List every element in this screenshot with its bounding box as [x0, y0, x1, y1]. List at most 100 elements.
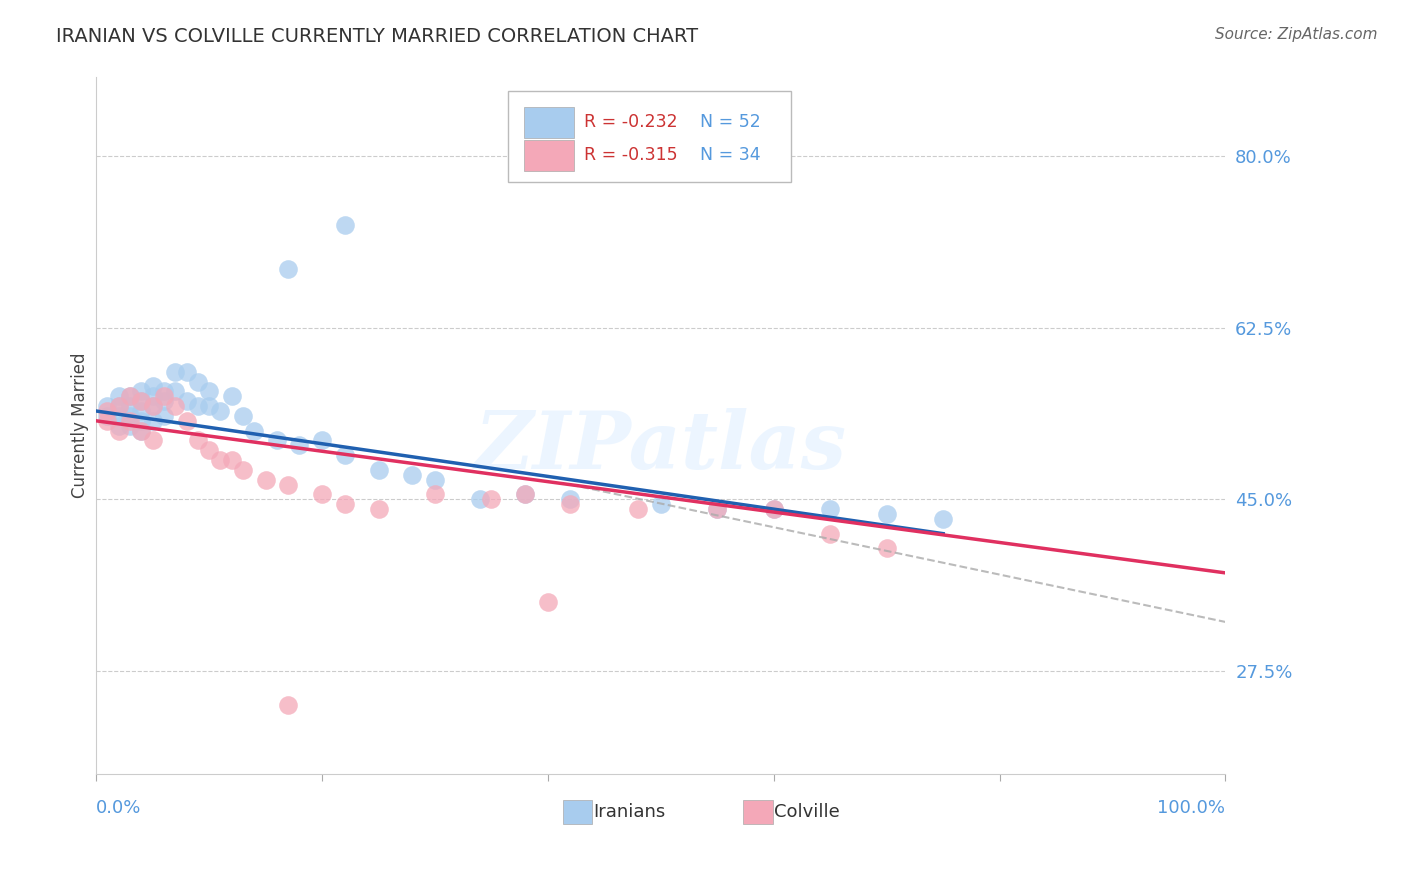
- Point: [131, 414, 153, 428]
- Point: [176, 414, 198, 428]
- Point: [762, 502, 785, 516]
- FancyBboxPatch shape: [744, 800, 773, 824]
- Point: [120, 399, 142, 413]
- Point: [153, 409, 176, 423]
- Point: [131, 424, 153, 438]
- Point: [560, 497, 582, 511]
- Point: [107, 409, 129, 423]
- Point: [876, 507, 898, 521]
- Text: N = 52: N = 52: [700, 112, 761, 130]
- Point: [131, 394, 153, 409]
- Point: [333, 218, 356, 232]
- Point: [165, 365, 187, 379]
- Point: [333, 448, 356, 462]
- Point: [311, 487, 333, 501]
- Point: [96, 404, 118, 418]
- Point: [131, 384, 153, 399]
- Point: [187, 399, 209, 413]
- Point: [266, 434, 288, 448]
- Point: [142, 399, 165, 413]
- Point: [706, 502, 728, 516]
- Point: [209, 404, 232, 418]
- Point: [333, 497, 356, 511]
- Point: [142, 379, 165, 393]
- Point: [153, 389, 176, 403]
- Point: [932, 512, 955, 526]
- Point: [243, 424, 266, 438]
- Point: [423, 487, 446, 501]
- Point: [627, 502, 650, 516]
- Point: [176, 365, 198, 379]
- Text: IRANIAN VS COLVILLE CURRENTLY MARRIED CORRELATION CHART: IRANIAN VS COLVILLE CURRENTLY MARRIED CO…: [56, 27, 699, 45]
- Point: [232, 463, 254, 477]
- Text: Source: ZipAtlas.com: Source: ZipAtlas.com: [1215, 27, 1378, 42]
- Point: [96, 414, 118, 428]
- Point: [153, 384, 176, 399]
- Text: 0.0%: 0.0%: [96, 798, 142, 816]
- Point: [706, 502, 728, 516]
- Point: [209, 453, 232, 467]
- Point: [142, 434, 165, 448]
- Point: [232, 409, 254, 423]
- Point: [423, 473, 446, 487]
- Point: [107, 389, 129, 403]
- Point: [165, 384, 187, 399]
- Y-axis label: Currently Married: Currently Married: [72, 353, 89, 499]
- Point: [165, 399, 187, 413]
- Point: [537, 595, 560, 609]
- Text: Iranians: Iranians: [593, 804, 665, 822]
- Point: [142, 389, 165, 403]
- Point: [277, 261, 299, 276]
- Point: [96, 409, 118, 423]
- Point: [120, 414, 142, 428]
- Point: [120, 389, 142, 403]
- Point: [515, 487, 537, 501]
- Point: [107, 399, 129, 413]
- FancyBboxPatch shape: [524, 107, 574, 137]
- Point: [131, 424, 153, 438]
- Point: [481, 492, 503, 507]
- Point: [468, 492, 491, 507]
- Point: [96, 399, 118, 413]
- FancyBboxPatch shape: [509, 91, 790, 182]
- Point: [198, 384, 221, 399]
- Point: [288, 438, 311, 452]
- Point: [176, 394, 198, 409]
- Point: [153, 394, 176, 409]
- Point: [515, 487, 537, 501]
- Point: [107, 399, 129, 413]
- Point: [254, 473, 277, 487]
- FancyBboxPatch shape: [562, 800, 592, 824]
- Point: [277, 477, 299, 491]
- Point: [120, 389, 142, 403]
- Point: [762, 502, 785, 516]
- Point: [120, 418, 142, 433]
- Text: Colville: Colville: [773, 804, 839, 822]
- Point: [367, 502, 389, 516]
- Point: [221, 453, 243, 467]
- Point: [107, 418, 129, 433]
- Point: [560, 492, 582, 507]
- Text: 100.0%: 100.0%: [1157, 798, 1226, 816]
- Text: R = -0.232: R = -0.232: [583, 112, 678, 130]
- Point: [401, 467, 423, 482]
- Point: [198, 399, 221, 413]
- Point: [131, 404, 153, 418]
- Text: ZIPatlas: ZIPatlas: [475, 408, 846, 485]
- Point: [198, 443, 221, 458]
- Point: [367, 463, 389, 477]
- Point: [311, 434, 333, 448]
- Point: [187, 434, 209, 448]
- Point: [277, 698, 299, 713]
- FancyBboxPatch shape: [524, 140, 574, 171]
- Point: [818, 502, 841, 516]
- Point: [876, 541, 898, 556]
- Point: [818, 526, 841, 541]
- Text: N = 34: N = 34: [700, 146, 761, 164]
- Point: [131, 394, 153, 409]
- Point: [142, 399, 165, 413]
- Point: [187, 375, 209, 389]
- Point: [120, 409, 142, 423]
- Point: [650, 497, 672, 511]
- Point: [221, 389, 243, 403]
